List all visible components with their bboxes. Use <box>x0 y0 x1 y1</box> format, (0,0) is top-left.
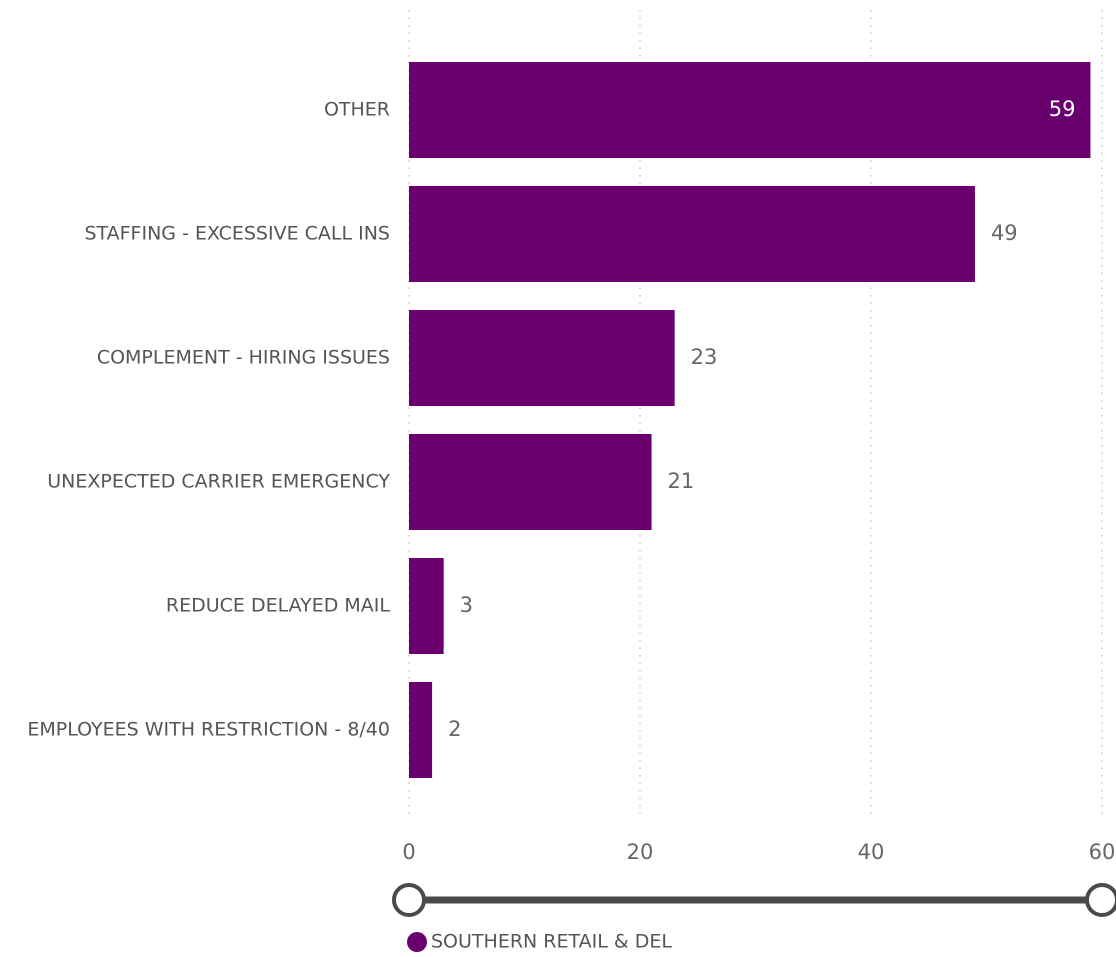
category-label: COMPLEMENT - HIRING ISSUES <box>97 347 390 369</box>
slider-handle-right[interactable] <box>1085 883 1116 917</box>
data-label: 21 <box>668 469 695 493</box>
category-label: STAFFING - EXCESSIVE CALL INS <box>84 223 390 245</box>
data-label: 3 <box>460 593 473 617</box>
bar[interactable] <box>409 434 652 530</box>
x-tick-label: 20 <box>627 840 654 864</box>
data-label: 49 <box>991 221 1018 245</box>
data-label: 2 <box>448 717 461 741</box>
data-labels: 59 49 23 21 3 2 <box>448 97 1075 741</box>
x-tick-label: 60 <box>1089 840 1116 864</box>
legend-label: SOUTHERN RETAIL & DEL <box>431 931 672 953</box>
category-label: UNEXPECTED CARRIER EMERGENCY <box>47 471 390 493</box>
data-label: 23 <box>691 345 718 369</box>
category-label: OTHER <box>324 99 390 121</box>
x-axis-ticks: 0 20 40 60 <box>402 840 1115 864</box>
category-label: EMPLOYEES WITH RESTRICTION - 8/40 <box>27 719 390 741</box>
bar[interactable] <box>409 186 975 282</box>
legend: SOUTHERN RETAIL & DEL <box>407 931 672 953</box>
legend-marker <box>407 932 427 952</box>
bar[interactable] <box>409 62 1091 158</box>
bar[interactable] <box>409 310 675 406</box>
bar[interactable] <box>409 682 433 778</box>
x-tick-label: 0 <box>402 840 415 864</box>
category-labels: OTHER STAFFING - EXCESSIVE CALL INS COMPLE… <box>27 99 390 741</box>
data-label: 59 <box>1049 97 1076 121</box>
bar[interactable] <box>409 558 444 654</box>
category-label: REDUCE DELAYED MAIL <box>166 595 391 617</box>
zoom-slider[interactable] <box>392 883 1116 917</box>
slider-handle-left[interactable] <box>392 883 426 917</box>
bars <box>409 62 1091 778</box>
x-tick-label: 40 <box>858 840 885 864</box>
